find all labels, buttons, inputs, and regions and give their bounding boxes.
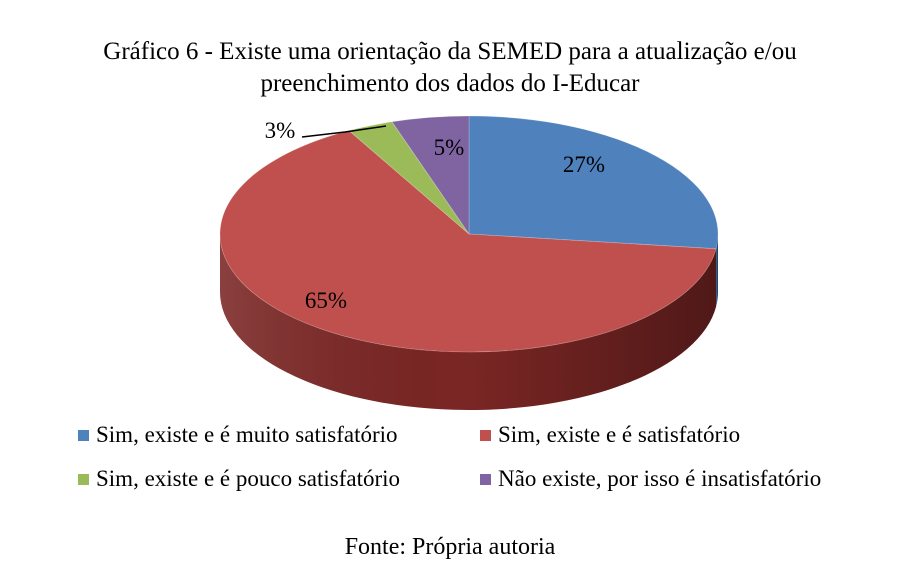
chart-title: Gráfico 6 - Existe uma orientação da SEM… — [0, 36, 900, 100]
legend-label: Sim, existe e é muito satisfatório — [96, 422, 398, 447]
legend-label: Sim, existe e é pouco satisfatório — [96, 466, 401, 491]
legend-label: Não existe, por isso é insatisfatório — [498, 466, 822, 491]
pie-side-shade-0 — [716, 234, 718, 307]
pie-data-labels: 27% 65% 3% 5% — [265, 118, 605, 313]
legend-item-nao-existe: Não existe, por isso é insatisfatório — [480, 466, 821, 492]
legend-swatch — [480, 473, 491, 485]
legend-swatch — [78, 429, 89, 441]
pie-side-walls — [219, 234, 718, 411]
legend-item-pouco-satisfatorio: Sim, existe e é pouco satisfatório — [78, 466, 400, 492]
pie-slice-3 — [391, 115, 470, 236]
source-note: Fonte: Própria autoria — [344, 534, 556, 560]
data-label-0: 27% — [563, 152, 605, 177]
leader-line — [301, 125, 387, 138]
pie-side-shade-1 — [219, 234, 717, 411]
pie-slice-1 — [219, 130, 717, 353]
legend-label: Sim, existe e é satisfatório — [498, 422, 741, 447]
legend-swatch — [480, 429, 491, 441]
legend-item-satisfatorio: Sim, existe e é satisfatório — [480, 422, 740, 448]
data-label-3: 5% — [434, 135, 465, 160]
chart-title-line-1: Gráfico 6 - Existe uma orientação da SEM… — [103, 38, 797, 65]
pie-top-faces — [219, 115, 719, 353]
data-label-1: 65% — [305, 288, 347, 313]
data-label-2: 3% — [265, 118, 296, 143]
chart-title-line-2: preenchimento dos dados do I-Educar — [260, 70, 640, 97]
pie-slice-0 — [468, 115, 719, 250]
legend-swatch — [78, 473, 89, 485]
pie-slice-2 — [348, 121, 470, 235]
legend-item-muito-satisfatorio: Sim, existe e é muito satisfatório — [78, 422, 398, 448]
